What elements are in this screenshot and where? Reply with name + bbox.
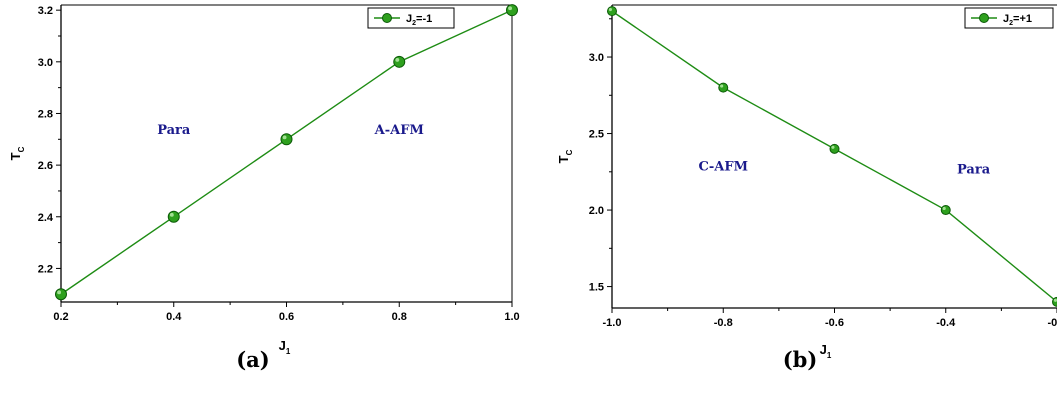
x-tick-label: 0.4: [166, 311, 182, 323]
x-tick-label: 0.8: [392, 311, 407, 323]
legend-label-rest: =-1: [416, 13, 432, 25]
data-point-highlight: [169, 212, 174, 217]
data-point-highlight: [395, 57, 400, 62]
legend-box: [964, 7, 1054, 29]
legend-label-main: J: [1003, 13, 1009, 25]
y-tick-label: 2.0: [589, 205, 604, 217]
data-point-highlight: [282, 135, 287, 140]
data-point: [1052, 296, 1057, 307]
x-tick-label: -0.6: [825, 317, 844, 329]
panel-caption: (b): [783, 347, 818, 372]
x-axis-label: J1: [279, 338, 291, 356]
data-point: [718, 82, 729, 93]
x-axis-label-sub: 1: [286, 347, 291, 356]
x-tick-label: -1.0: [603, 317, 622, 329]
data-point: [940, 205, 951, 216]
legend-marker: [979, 13, 989, 23]
data-point-highlight: [831, 145, 835, 149]
x-tick-label: -0.2: [1048, 317, 1057, 329]
region-label: A-AFM: [374, 123, 424, 138]
y-axis-label-main: T: [8, 152, 23, 160]
y-axis-label-sub: C: [565, 149, 574, 155]
data-point-highlight: [1053, 298, 1057, 302]
y-tick-label: 1.5: [589, 282, 604, 294]
legend-label-sub: 2: [1009, 20, 1013, 27]
y-tick-label: 2.5: [589, 129, 604, 141]
data-point: [55, 288, 67, 301]
y-tick-label: 3.0: [38, 57, 53, 69]
x-tick-label: -0.8: [714, 317, 733, 329]
x-tick-label: 0.6: [279, 311, 294, 323]
region-label: Para: [157, 123, 191, 138]
legend-label: J2=-1: [406, 13, 432, 27]
series-line: [611, 10, 1057, 303]
y-tick-label: 2.2: [38, 263, 53, 275]
legend-label-rest: =+1: [1013, 13, 1032, 25]
y-axis-label-sub: C: [17, 146, 26, 152]
y-tick-label: 2.4: [38, 212, 54, 224]
data-point: [393, 55, 406, 68]
y-tick-label: 3.2: [38, 5, 53, 17]
x-axis-label-sub: 1: [827, 351, 832, 360]
x-axis-label-main: J: [279, 338, 286, 353]
x-tick-label: 0.2: [53, 311, 68, 323]
x-tick-label: -0.4: [936, 317, 956, 329]
data-point: [280, 133, 293, 146]
y-axis-label-main: T: [556, 155, 571, 163]
region-label: Para: [957, 162, 991, 177]
panel-caption: (a): [236, 347, 269, 372]
data-point-highlight: [720, 84, 724, 88]
data-point: [506, 4, 518, 17]
y-tick-label: 2.6: [38, 160, 53, 172]
chart-panel-a: 0.2 0.4 0.6 0.8 1.02.22.42.62.83.03.2J1TCJ2=…: [8, 4, 520, 372]
y-axis-label: TC: [556, 149, 574, 163]
legend-marker: [382, 13, 392, 23]
data-point: [829, 143, 840, 154]
y-tick-label: 3.0: [589, 52, 604, 64]
chart-panel-b: -1.0-0.8-0.6-0.4-0.21.52.02.53.0J1TCJ2=+…: [556, 4, 1057, 372]
y-tick-label: 2.8: [38, 108, 53, 120]
data-point-highlight: [57, 290, 61, 295]
x-axis-label: J1: [820, 342, 832, 360]
series-line: [60, 9, 513, 295]
legend-label-sub: 2: [412, 20, 416, 27]
legend-box: [367, 7, 455, 29]
y-axis-label: TC: [8, 146, 26, 160]
x-axis-label-main: J: [820, 342, 827, 357]
data-point: [607, 6, 617, 17]
x-tick-label: 1.0: [504, 311, 519, 323]
data-point-highlight: [942, 206, 946, 211]
data-point: [167, 210, 180, 223]
data-point-highlight: [508, 6, 512, 11]
legend-label: J2=+1: [1003, 13, 1032, 27]
legend-label-main: J: [406, 13, 412, 25]
region-label: C-AFM: [699, 159, 748, 174]
data-point-highlight: [608, 7, 612, 12]
